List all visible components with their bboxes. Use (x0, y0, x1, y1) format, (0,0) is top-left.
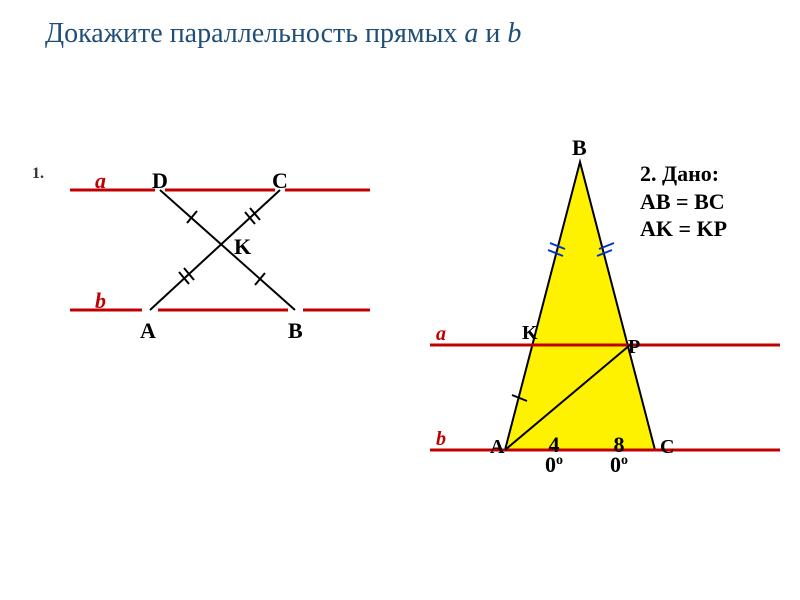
label-A: A (140, 318, 156, 344)
title-line-b: b (507, 18, 521, 49)
angle-40-deg: o (556, 453, 563, 468)
title-prefix: Докажите параллельность прямых (45, 18, 464, 49)
label-a-2: a (436, 323, 446, 346)
problem-1-number: 1. (32, 165, 44, 183)
angle-40: 4 0o (540, 435, 568, 475)
label-b-1: b (95, 288, 106, 314)
label-K-2: K (522, 322, 538, 345)
problem-1-diagram (60, 160, 400, 380)
title-line-a: a (464, 18, 478, 49)
label-D: D (152, 168, 168, 194)
label-K: K (234, 234, 251, 260)
angle-40-bot: 0 (545, 452, 556, 477)
label-b-2: b (436, 428, 446, 451)
title-and: и (478, 18, 507, 49)
segment-CA (150, 190, 280, 310)
angle-80: 8 0o (605, 435, 633, 475)
segment-DB (160, 190, 295, 310)
label-C-2: C (660, 436, 674, 459)
label-B: B (288, 318, 303, 344)
page-title: Докажите параллельность прямых a и b (45, 18, 521, 50)
angle-80-bot: 0 (610, 452, 621, 477)
label-B-2: B (572, 135, 587, 161)
angle-80-deg: o (621, 453, 628, 468)
label-a-1: a (95, 168, 106, 194)
label-P-2: P (628, 336, 640, 359)
label-C: C (272, 168, 288, 194)
triangle-ABC (505, 162, 655, 450)
label-A-2: A (490, 436, 504, 459)
